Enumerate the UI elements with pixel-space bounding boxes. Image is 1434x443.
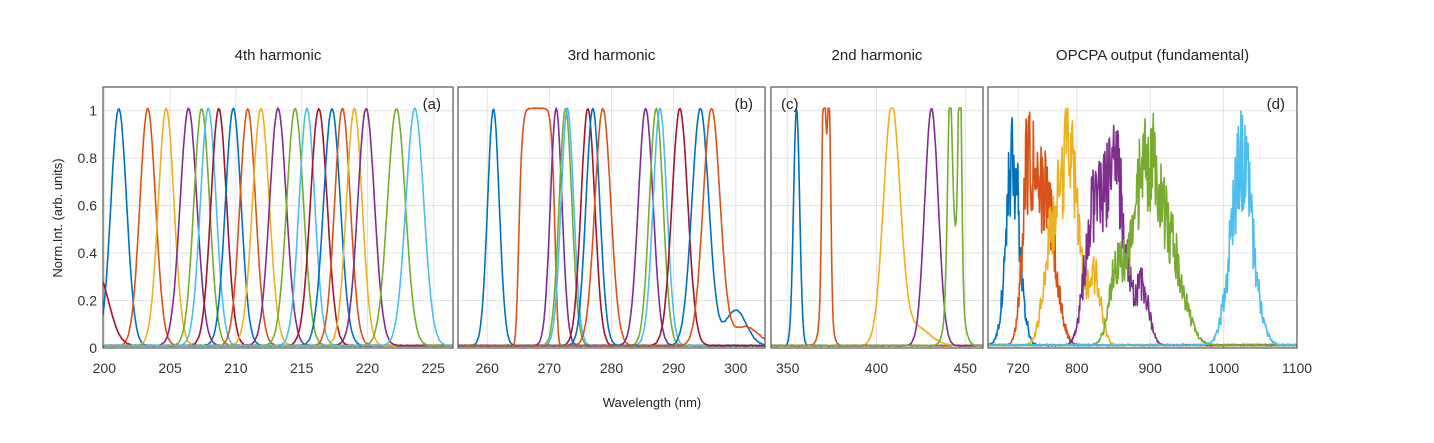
x-tick-label: 270 <box>538 360 562 376</box>
panel-d: 720 800 900 1000 1100 OPCPA output (fundament… <box>987 47 1312 376</box>
y-tick-label: 1 <box>89 103 97 119</box>
series-group <box>988 107 1297 347</box>
plot-frame <box>102 86 454 349</box>
y-tick-label: 0.2 <box>78 293 98 309</box>
plot-frame <box>457 86 766 349</box>
x-tick-label: 220 <box>356 360 380 376</box>
panel-label: (b) <box>735 96 753 113</box>
y-tick-label: 0.6 <box>78 198 98 214</box>
x-tick-label: 1000 <box>1208 360 1239 376</box>
panel-title: 2nd harmonic <box>832 47 923 64</box>
plot-area <box>103 87 453 348</box>
panel-label: (a) <box>423 96 441 113</box>
x-axis-label: Wavelength (nm) <box>603 395 702 410</box>
y-tick-label: 0.4 <box>78 245 98 261</box>
x-tick-label: 280 <box>600 360 624 376</box>
panel-title: OPCPA output (fundamental) <box>1056 47 1249 64</box>
panel-label: (c) <box>781 96 799 113</box>
panel-a: 200 205 210 215 220 225 4th harmonic (a) 0 0.2 0.4… <box>78 47 454 376</box>
x-tick-label: 290 <box>662 360 686 376</box>
y-tick-label: 0 <box>89 340 97 356</box>
x-tick-label: 400 <box>865 360 889 376</box>
x-tick-label: 205 <box>158 360 182 376</box>
spectrum-line <box>458 108 765 347</box>
plot-frame <box>987 86 1298 349</box>
x-tick-label: 300 <box>724 360 748 376</box>
x-tick-label: 215 <box>290 360 314 376</box>
y-tick-label: 0.8 <box>78 150 98 166</box>
plot-area <box>988 87 1297 348</box>
spectrum-line <box>103 107 453 347</box>
x-tick-label: 200 <box>93 360 117 376</box>
x-tick-label: 800 <box>1065 360 1089 376</box>
panel-c: 350 400 450 2nd harmonic (c) <box>770 47 984 376</box>
plot-frame <box>770 86 984 349</box>
x-tick-label: 260 <box>476 360 500 376</box>
panel-title: 4th harmonic <box>235 47 322 64</box>
y-axis-label: Norm.Int. (arb. units) <box>50 158 65 277</box>
x-tick-label: 450 <box>954 360 978 376</box>
panel-label: (d) <box>1267 96 1285 113</box>
spectrum-line <box>771 107 983 347</box>
x-tick-label: 350 <box>776 360 800 376</box>
x-tick-label: 720 <box>1006 360 1030 376</box>
panel-title: 3rd harmonic <box>568 47 656 64</box>
spectrum-line <box>988 110 1297 347</box>
series-group <box>458 107 765 347</box>
x-tick-label: 210 <box>224 360 248 376</box>
x-tick-label: 225 <box>422 360 446 376</box>
series-group <box>771 107 983 347</box>
x-tick-label: 1100 <box>1282 360 1312 376</box>
x-tick-label: 900 <box>1139 360 1163 376</box>
series-group <box>103 107 453 347</box>
panel-b: 260 270 280 290 300 3rd harmonic (b) <box>457 47 766 376</box>
